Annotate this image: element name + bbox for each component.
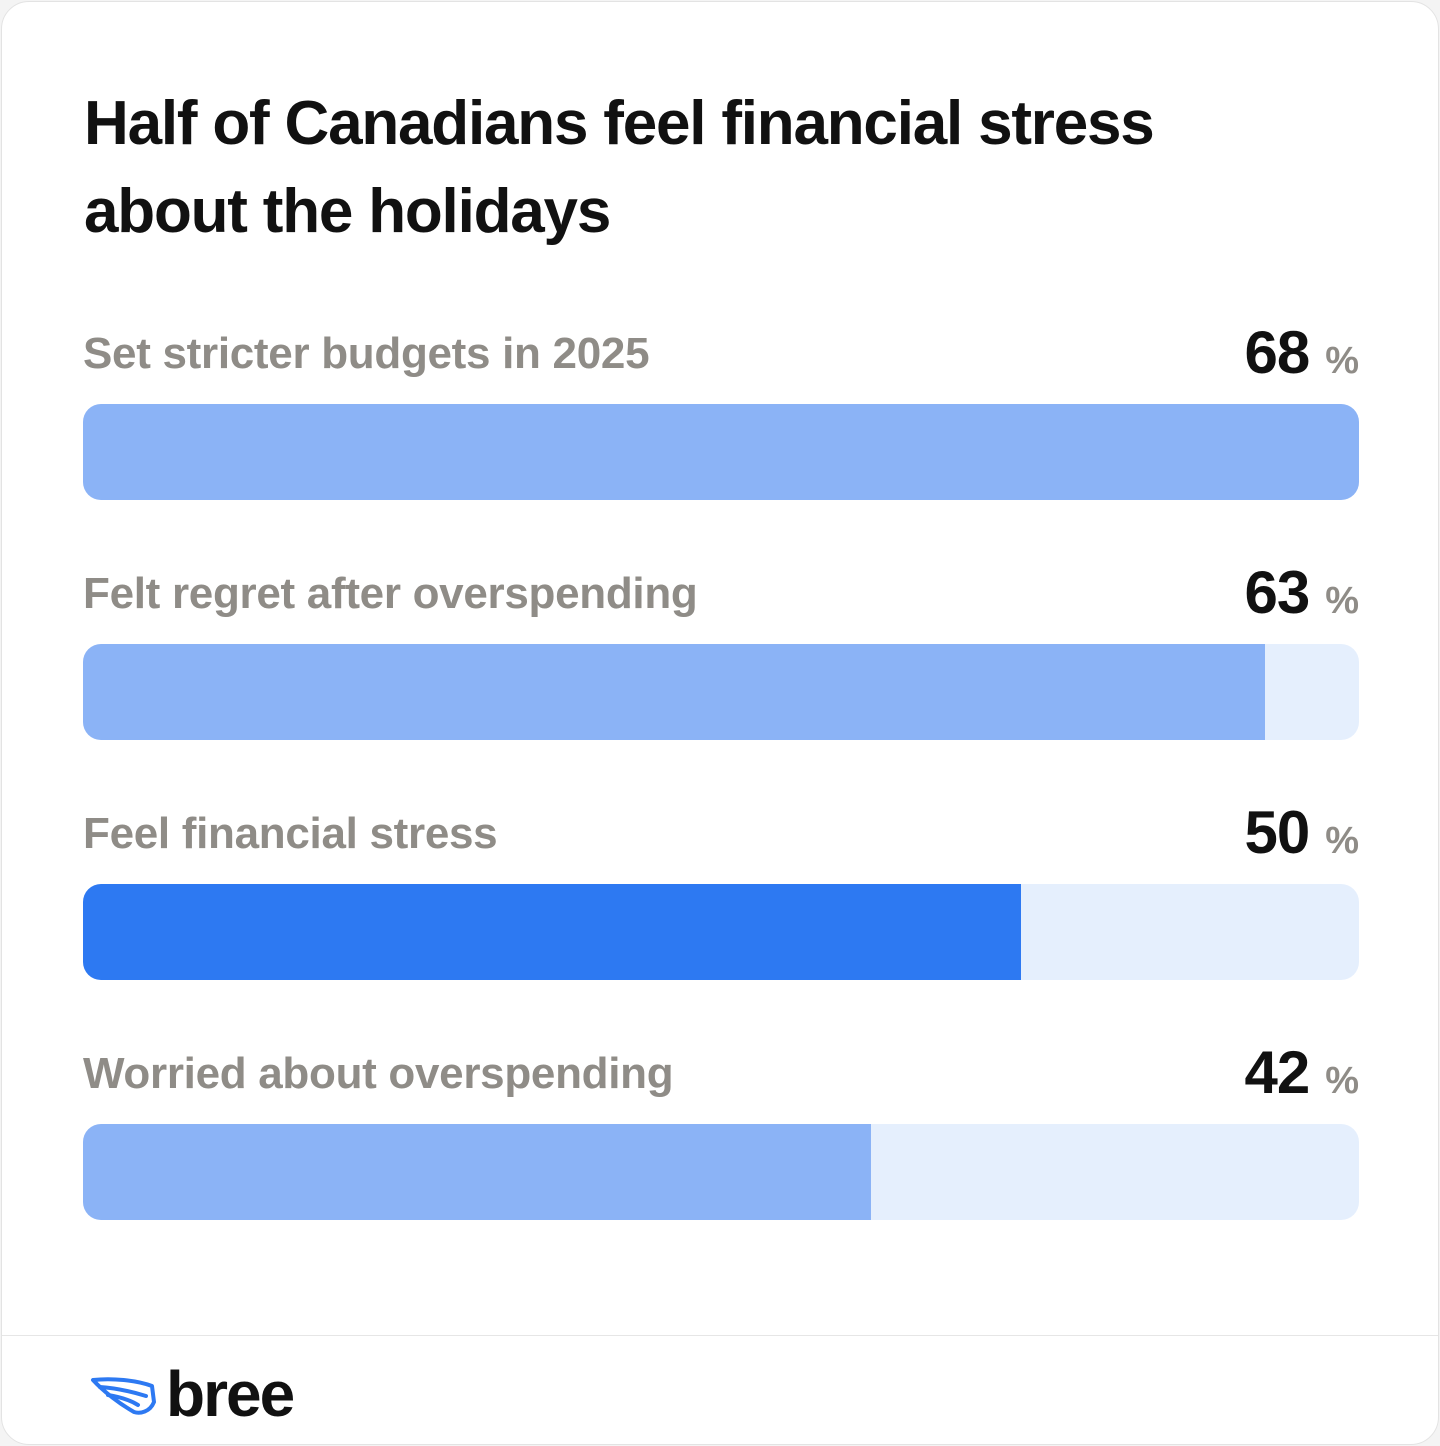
footer-divider <box>2 1335 1438 1336</box>
bar-row: Worried about overspending 42% <box>83 1039 1359 1220</box>
brand-logo: bree <box>90 1358 295 1430</box>
bar-value-unit: % <box>1325 340 1359 382</box>
bar-track <box>83 884 1359 980</box>
wing-icon <box>91 1377 156 1415</box>
bar-value-number: 50 <box>1244 799 1310 866</box>
bar <box>83 404 1359 500</box>
bar-row: Set stricter budgets in 2025 68% <box>83 319 1359 500</box>
bar-value-number: 63 <box>1244 559 1310 626</box>
bar-row: Felt regret after overspending 63% <box>83 559 1359 740</box>
bar <box>83 644 1265 740</box>
bar-track <box>83 644 1359 740</box>
bar-label: Worried about overspending <box>83 1049 674 1098</box>
bar-row: Feel financial stress 50% <box>83 799 1359 980</box>
bar-value: 68% <box>1244 318 1359 386</box>
bar-value: 63% <box>1244 558 1359 626</box>
bar <box>83 884 1021 980</box>
bar-value-number: 68 <box>1244 319 1310 386</box>
bar-label: Felt regret after overspending <box>83 569 698 618</box>
bar-value-unit: % <box>1325 580 1359 622</box>
bar-label: Set stricter budgets in 2025 <box>83 329 650 378</box>
bar-label: Feel financial stress <box>83 809 498 858</box>
bar-value: 42% <box>1244 1038 1359 1106</box>
bar-track <box>83 1124 1359 1220</box>
bar-value-unit: % <box>1325 820 1359 862</box>
brand-wordmark: bree <box>166 1358 295 1430</box>
bar-value-number: 42 <box>1244 1039 1310 1106</box>
bar <box>83 1124 871 1220</box>
bar-value: 50% <box>1244 798 1359 866</box>
bar-value-unit: % <box>1325 1060 1359 1102</box>
chart-title: Half of Canadians feel financial stress … <box>84 89 1155 246</box>
bar-track <box>83 404 1359 500</box>
